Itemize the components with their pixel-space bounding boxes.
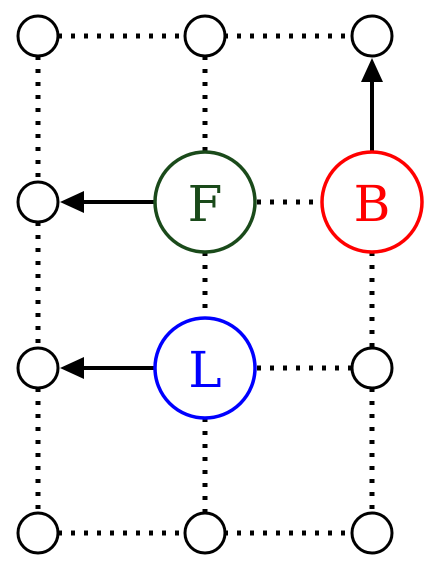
empty-node-r1c2 <box>183 14 227 58</box>
node-b: B <box>320 150 424 254</box>
arrow-l-left-head <box>60 357 84 379</box>
node-f: F <box>153 150 257 254</box>
arrow-b-up <box>361 58 383 152</box>
empty-node-r4c3 <box>350 511 394 555</box>
node-l: L <box>153 316 257 420</box>
arrow-b-up-head <box>361 58 383 82</box>
node-f-circle <box>153 150 257 254</box>
node-b-circle <box>320 150 424 254</box>
empty-node-r3c3 <box>350 346 394 390</box>
node-l-circle <box>153 316 257 420</box>
empty-node-r4c1 <box>16 511 60 555</box>
empty-node-r2c1 <box>16 180 60 224</box>
node-b-label: B <box>354 175 391 233</box>
arrow-l-left <box>60 357 155 379</box>
node-l-label: L <box>188 341 221 399</box>
empty-node-r1c3 <box>350 14 394 58</box>
node-f-label: F <box>188 175 223 233</box>
empty-node-r4c2 <box>183 511 227 555</box>
empty-node-r1c1 <box>16 14 60 58</box>
empty-node-r3c1 <box>16 346 60 390</box>
arrow-f-left-head <box>60 191 84 213</box>
arrow-f-left <box>60 191 155 213</box>
